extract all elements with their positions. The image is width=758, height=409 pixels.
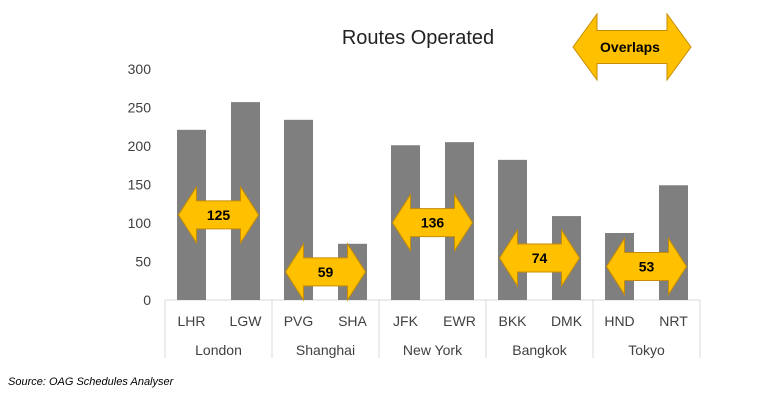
x-tick-label: HND — [604, 313, 634, 329]
overlap-arrow — [284, 242, 367, 302]
x-tick-label: JFK — [393, 313, 419, 329]
y-tick-label: 200 — [128, 138, 152, 154]
y-tick-label: 0 — [143, 292, 151, 308]
x-tick-label: LGW — [230, 313, 263, 329]
chart-title: Routes Operated — [342, 27, 494, 49]
x-tick-label: PVG — [284, 313, 314, 329]
x-tick-label: BKK — [498, 313, 527, 329]
legend-label: Overlaps — [600, 39, 660, 55]
source-note: Source: OAG Schedules Analyser — [8, 376, 174, 388]
overlap-arrow — [605, 236, 688, 297]
overlap-value: 59 — [318, 264, 334, 280]
group-label: Bangkok — [512, 342, 567, 358]
legend-arrow — [572, 12, 692, 82]
overlap-value: 74 — [532, 250, 548, 266]
overlap-value: 136 — [421, 215, 445, 231]
overlap-arrow — [498, 228, 581, 288]
y-tick-label: 300 — [128, 61, 152, 77]
group-label: Shanghai — [296, 342, 355, 358]
group-label: Tokyo — [628, 342, 665, 358]
y-tick-label: 50 — [135, 254, 151, 270]
group-label: London — [195, 342, 242, 358]
y-tick-label: 250 — [128, 100, 152, 116]
x-tick-label: SHA — [338, 313, 367, 329]
overlap-value: 53 — [639, 259, 655, 275]
y-tick-label: 100 — [128, 215, 152, 231]
group-label: New York — [403, 342, 463, 358]
y-tick-label: 150 — [128, 177, 152, 193]
x-tick-label: EWR — [443, 313, 476, 329]
overlap-arrow — [177, 185, 260, 245]
x-tick-label: DMK — [551, 313, 583, 329]
x-tick-label: LHR — [177, 313, 205, 329]
overlap-value: 125 — [207, 207, 231, 223]
overlap-arrow — [391, 192, 474, 253]
x-tick-label: NRT — [659, 313, 688, 329]
